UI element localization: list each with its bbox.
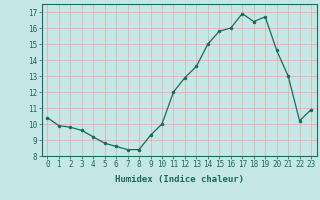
X-axis label: Humidex (Indice chaleur): Humidex (Indice chaleur) bbox=[115, 175, 244, 184]
